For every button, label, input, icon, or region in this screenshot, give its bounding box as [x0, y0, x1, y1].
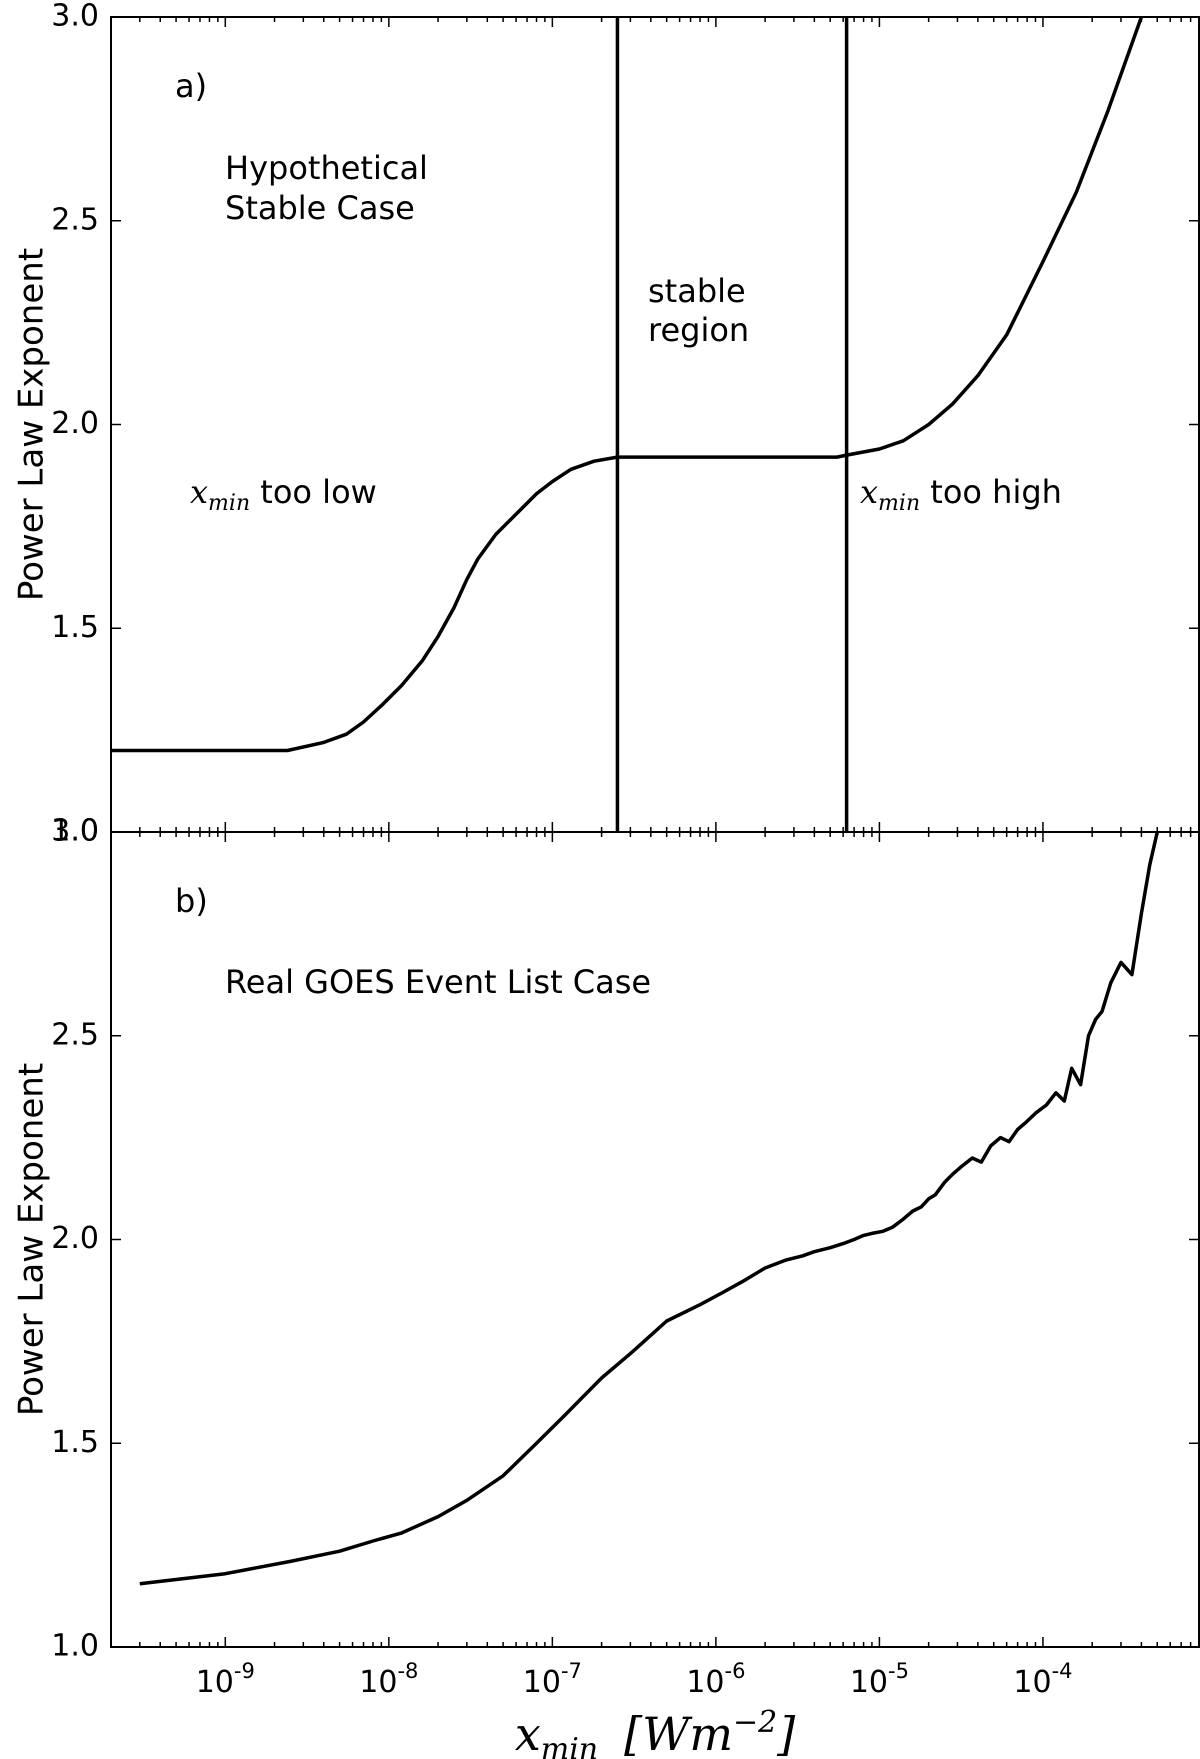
x-tick-label: 10-5 — [850, 1659, 909, 1700]
xmin-high-var: x — [860, 473, 878, 511]
panel-a-case-line1: Hypothetical — [225, 149, 428, 187]
xlabel-sub: min — [541, 1732, 598, 1759]
y-tick-label: 1.0 — [51, 1629, 99, 1664]
y-tick-label: 3.0 — [51, 814, 99, 849]
x-tick-label: 10-9 — [196, 1659, 255, 1700]
panel-a-stable-boundaries — [615, 17, 849, 832]
panel-a-frame — [110, 16, 1200, 833]
panel-b-ylabel: Power Law Exponent — [12, 1063, 52, 1416]
xmin-high-sub: min — [878, 491, 920, 516]
panel-b-title: Real GOES Event List Case — [225, 963, 651, 1001]
x-tick-label: 10-7 — [523, 1659, 582, 1700]
y-tick-label: 1.5 — [51, 1425, 99, 1460]
x-tick-label: 10-6 — [686, 1659, 745, 1700]
xmin-low-var: x — [190, 473, 208, 511]
xlabel-units-close: ] — [776, 1707, 795, 1759]
xmin-low-sub: min — [208, 491, 250, 516]
xlabel-var: x — [515, 1707, 541, 1759]
panel-b: 1.0 1.5 2.0 2.5 3.0 10-9 10-8 10-7 10-6 10-5 10-4… — [12, 814, 1200, 1759]
panel-a: 1.0 1.5 2.0 2.5 3.0 Power Law Exponent a) Hy… — [12, 0, 1200, 849]
panel-b-series-line — [139, 832, 1160, 1586]
xlabel-units: [Wm — [624, 1707, 733, 1759]
panel-b-x-tick-labels: 10-9 10-8 10-7 10-6 10-5 10-4 — [196, 1659, 1073, 1700]
y-tick-label: 3.0 — [51, 0, 99, 34]
panel-a-ylabel: Power Law Exponent — [12, 248, 52, 601]
xmin-low-text: too low — [250, 473, 377, 511]
panel-b-label: b) — [175, 882, 208, 920]
panel-b-frame — [110, 831, 1200, 1648]
x-tick-label: 10-4 — [1013, 1659, 1072, 1700]
xmin-too-high-annotation: xmin too high — [860, 473, 1062, 516]
panel-b-y-tick-labels: 1.0 1.5 2.0 2.5 3.0 — [51, 814, 99, 1664]
y-tick-label: 2.5 — [51, 202, 99, 237]
xmin-high-text: too high — [920, 473, 1062, 511]
panel-a-y-tick-labels: 1.0 1.5 2.0 2.5 3.0 — [51, 0, 99, 849]
panel-a-ticks — [110, 16, 1199, 833]
stable-region-line2: region — [648, 311, 749, 349]
panel-a-label: a) — [175, 67, 207, 105]
xmin-too-low-annotation: xmin too low — [190, 473, 377, 516]
x-axis-label: xmin [Wm−2] — [515, 1705, 795, 1759]
stable-region-line1: stable — [648, 272, 746, 310]
y-tick-label: 1.0 — [51, 814, 99, 849]
x-tick-label: 10-8 — [359, 1659, 418, 1700]
panel-b-ticks — [110, 831, 1199, 1648]
panel-a-series-line — [111, 17, 1144, 753]
panel-a-case-line2: Stable Case — [225, 189, 415, 227]
y-tick-label: 2.5 — [51, 1017, 99, 1052]
y-tick-label: 2.0 — [51, 406, 99, 441]
xlabel-units-exp: −2 — [733, 1705, 777, 1740]
y-tick-label: 2.0 — [51, 1221, 99, 1256]
y-tick-label: 1.5 — [51, 610, 99, 645]
